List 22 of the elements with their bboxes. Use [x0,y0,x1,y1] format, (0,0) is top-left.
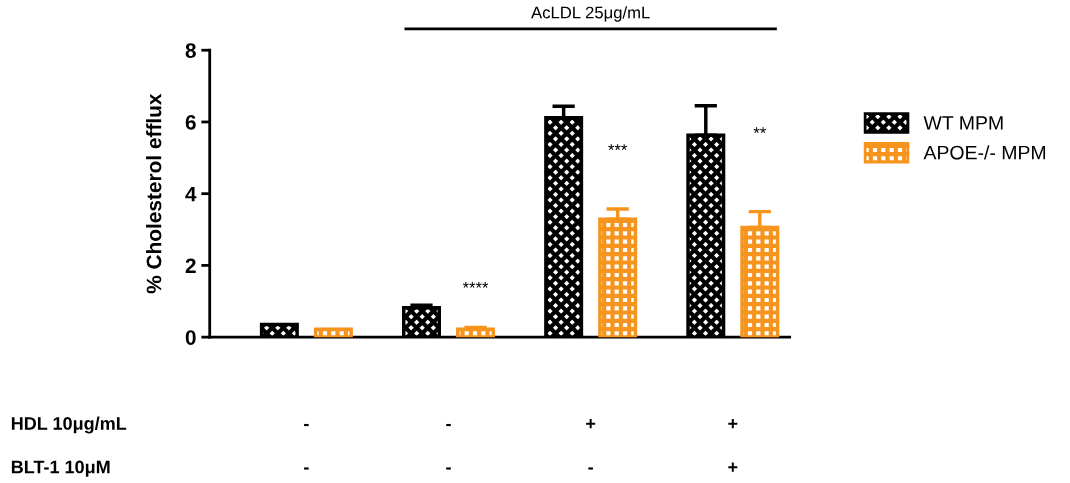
text: - [304,423,309,427]
text: - [304,467,309,470]
y-tick-label: 2 [185,258,196,273]
text: + [728,419,738,429]
legend-label: APOE-/- MPM [923,145,1046,160]
text: BLT-1 10μM [11,460,110,477]
y-tick-label: 4 [185,186,197,202]
legend-label: WT MPM [923,116,1003,130]
annotation: **** [462,281,489,288]
y-tick-label: 6 [185,114,196,130]
text: AcLDL 25μg/mL [531,6,650,22]
text: + [586,419,596,429]
text: - [446,423,451,427]
text: + [728,462,738,472]
annotation: ** [753,127,767,134]
annotation: *** [608,144,628,151]
text: - [588,467,593,470]
y-tick-label: 8 [185,43,196,58]
y-tick-label: 0 [185,330,196,345]
y-axis-title: % Cholesterol efflux [146,93,162,294]
text: HDL 10μg/mL [11,416,127,434]
text: - [446,467,451,470]
